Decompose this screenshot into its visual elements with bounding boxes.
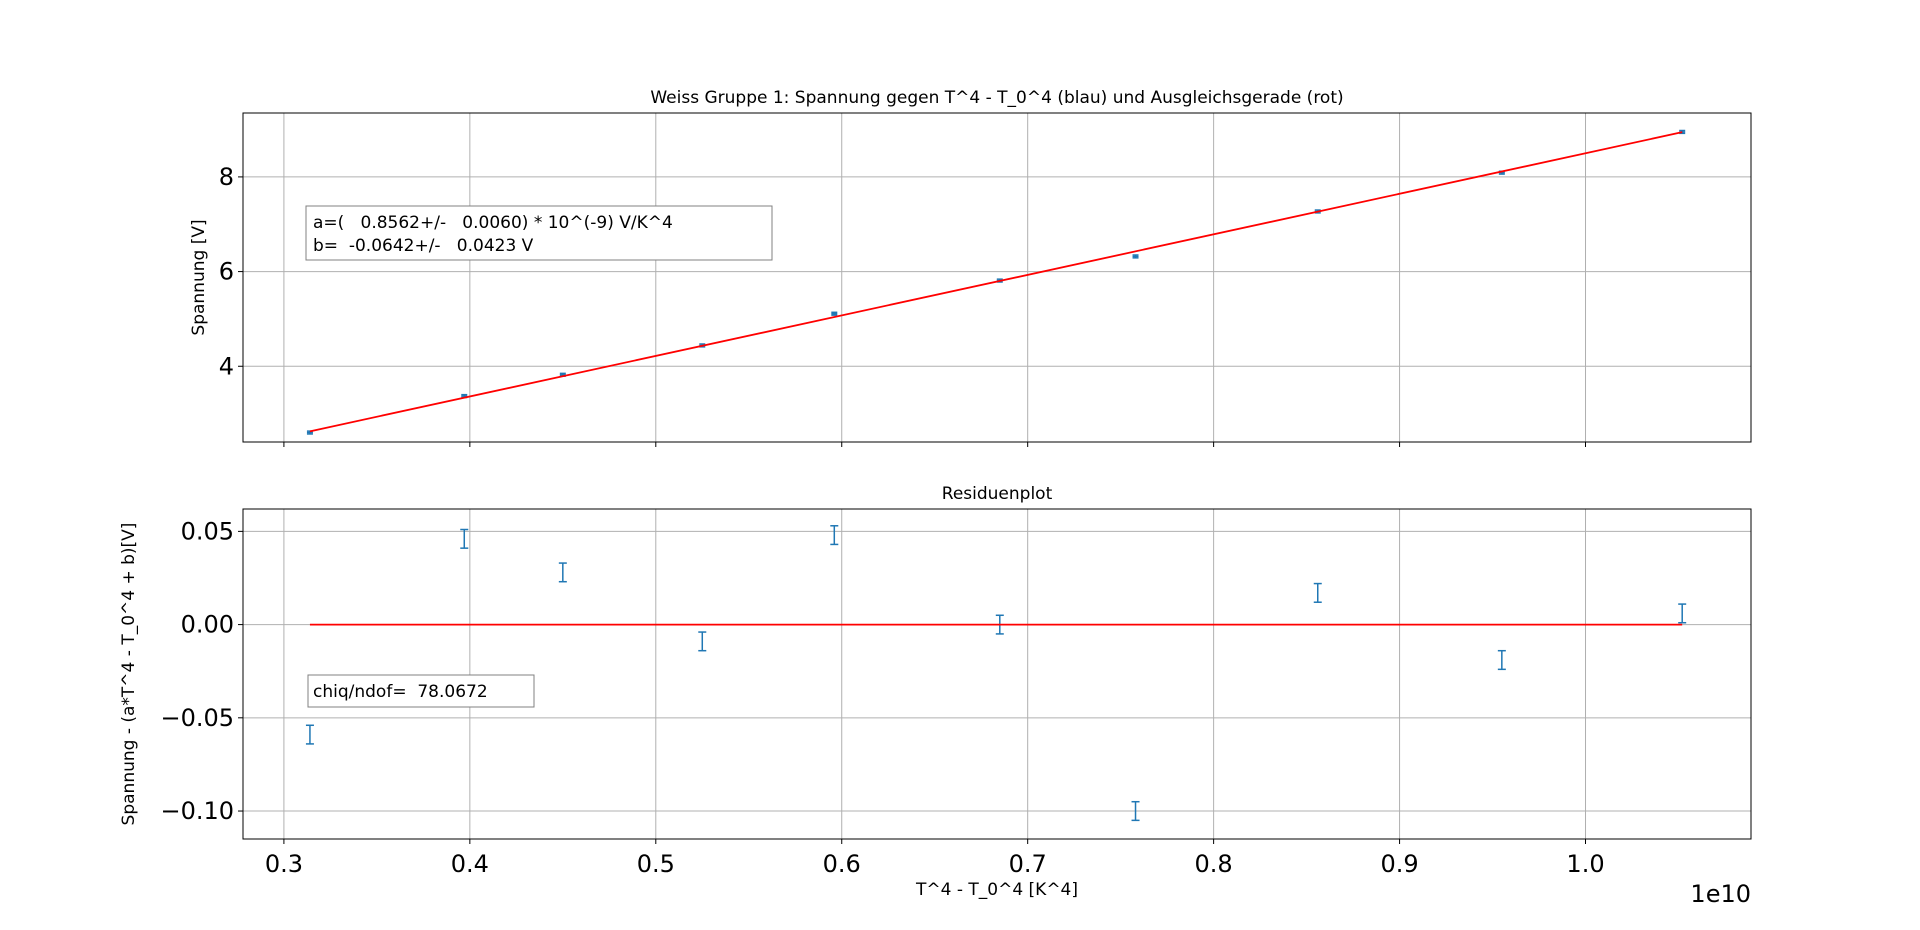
y-tick-label: −0.10 — [160, 797, 234, 825]
chi-square-text: chiq/ndof= 78.0672 — [313, 682, 488, 702]
y-tick-label: 6 — [219, 258, 234, 286]
y-tick-label: −0.05 — [160, 704, 234, 732]
bottom-grid — [243, 509, 1751, 839]
x-offset-label: 1e10 — [1690, 880, 1751, 908]
fit-params-frame — [305, 205, 773, 261]
residual-errorbar — [1313, 582, 1322, 603]
data-point — [831, 311, 838, 316]
bottom-ylabel: Spannung - (a*T^4 - T_0^4 + b)[V] — [119, 523, 139, 826]
residual-errorbar — [1131, 800, 1140, 822]
bottom-title: Residuenplot — [942, 484, 1053, 504]
top-subplot: 4 6 8 Weiss Gruppe 1: Spannung gegen T^4 -… — [189, 88, 1752, 447]
residual-errorbar — [830, 525, 839, 546]
residual-errorbar — [305, 724, 314, 745]
x-tick-label: 0.8 — [1195, 850, 1233, 878]
top-marks — [306, 129, 1686, 435]
bottom-axes-frame — [242, 508, 1752, 840]
residual-errorbar — [698, 631, 707, 652]
x-tick-label: 1.0 — [1566, 850, 1604, 878]
y-tick-label: 4 — [219, 352, 234, 380]
chi-square-box: chiq/ndof= 78.0672 — [307, 674, 535, 708]
y-tick-label: 0.00 — [181, 611, 234, 639]
y-tick-label: 0.05 — [181, 517, 234, 545]
x-tick-label: 0.5 — [637, 850, 675, 878]
top-ticks: 4 6 8 — [219, 163, 1587, 447]
residual-errorbar — [1678, 603, 1687, 624]
x-tick-label: 0.9 — [1380, 850, 1418, 878]
bottom-xlabel: T^4 - T_0^4 [K^4] — [915, 880, 1078, 900]
top-title: Weiss Gruppe 1: Spannung gegen T^4 - T_0… — [650, 88, 1343, 108]
fit-param-b: b= -0.0642+/- 0.0423 V — [313, 236, 534, 256]
top-axes-frame — [242, 112, 1752, 443]
x-tick-label: 0.6 — [823, 850, 861, 878]
top-grid — [243, 113, 1751, 442]
bottom-subplot: 0.3 0.4 0.5 0.6 0.7 0.8 0.9 1.0 −0.10 −0.05 0.00 0.… — [119, 484, 1752, 908]
x-tick-label: 0.7 — [1009, 850, 1047, 878]
data-point — [1132, 254, 1139, 259]
residual-errorbar — [460, 528, 469, 549]
fit-param-a: a=( 0.8562+/- 0.0060) * 10^(-9) V/K^4 — [313, 213, 673, 233]
chi-square-frame — [307, 674, 535, 708]
bottom-ticks: 0.3 0.4 0.5 0.6 0.7 0.8 0.9 1.0 −0.10 −0.05 0.00 0.… — [160, 517, 1604, 878]
residual-errorbar — [558, 562, 567, 583]
residual-errorbar — [1497, 649, 1506, 671]
bottom-marks — [305, 525, 1687, 822]
y-tick-label: 8 — [219, 163, 234, 191]
x-tick-label: 0.3 — [265, 850, 303, 878]
fit-params-box: a=( 0.8562+/- 0.0060) * 10^(-9) V/K^4 b=… — [305, 205, 773, 261]
top-ylabel: Spannung [V] — [189, 219, 209, 335]
x-tick-label: 0.4 — [451, 850, 489, 878]
fit-line — [309, 131, 1683, 433]
